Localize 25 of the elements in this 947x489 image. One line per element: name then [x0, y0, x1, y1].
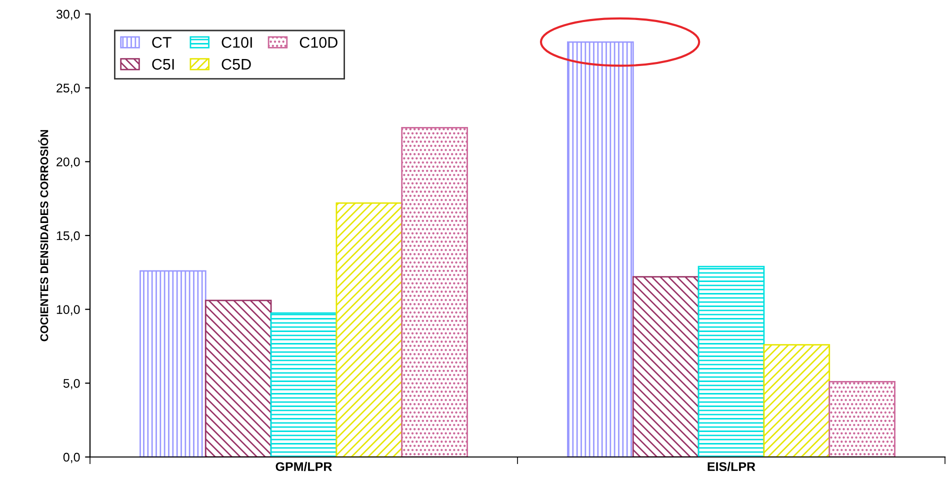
legend-label: C10D: [300, 37, 338, 48]
x-tick-label: EIS/LPR: [708, 462, 756, 472]
bar: [204, 300, 272, 457]
bar: [698, 266, 765, 457]
y-axis-title: COCIENTES DENSIDADES CORROSIÓN: [38, 130, 48, 342]
bar: [140, 270, 206, 457]
bar: [336, 202, 403, 457]
y-tick-label: 5,0: [63, 378, 80, 390]
bar: [567, 41, 634, 457]
legend-label: C5D: [222, 58, 251, 70]
bar: [828, 380, 896, 457]
y-tick-label: 30,0: [56, 10, 80, 20]
x-tick-label: GPM/LPR: [276, 462, 332, 472]
y-tick-label: 25,0: [56, 84, 80, 94]
legend-label: C10I: [222, 37, 252, 48]
bar: [763, 344, 830, 457]
y-tick-label: 20,0: [56, 157, 80, 168]
y-tick-label: 15,0: [56, 231, 80, 242]
y-tick-label: 0,0: [63, 452, 80, 464]
bar: [401, 127, 468, 457]
bar: [632, 276, 700, 457]
legend-label: C5I: [152, 58, 174, 70]
bar: [270, 312, 338, 457]
y-tick-label: 10,0: [56, 305, 80, 316]
legend-label: CT: [152, 37, 172, 48]
